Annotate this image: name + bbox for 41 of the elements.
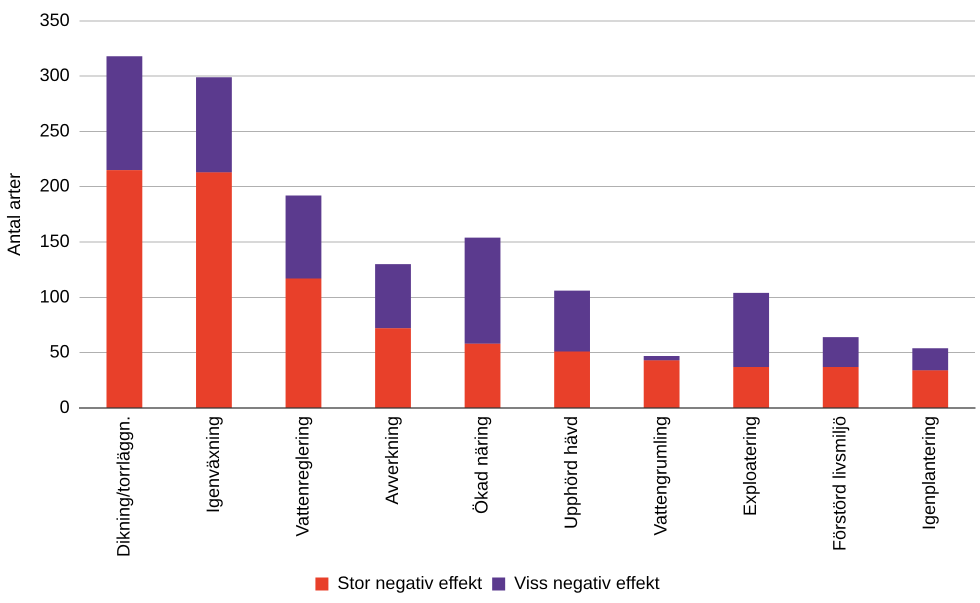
x-tick-label: Exploatering [740,416,760,516]
bar [464,238,500,344]
bar [464,344,500,408]
bar [644,360,680,408]
bar [375,264,411,328]
bar [106,56,142,170]
x-tick-label: Avverkning [382,416,402,505]
y-tick-label: 350 [40,10,70,30]
y-tick-label: 50 [50,342,70,362]
x-tick-label: Vattenreglering [292,416,312,537]
y-tick-label: 150 [40,230,70,251]
y-tick-label: 100 [40,286,70,306]
bar [822,367,859,408]
bar [554,352,590,408]
y-axis-title: Antal arter [4,172,24,256]
x-tick-label: Igenplantering [919,416,940,530]
bar [286,278,322,408]
bar [554,290,590,352]
x-tick-label: Upphörd hävd [561,416,582,530]
y-tick-label: 250 [40,120,70,140]
x-tick-label: Förstörd livsmiljö [830,416,850,551]
y-tick-label: 0 [60,396,70,417]
x-tick-label: Vattengrumling [650,416,671,536]
bar [196,77,232,172]
x-tick-label: Dikning/torrläggn. [113,416,134,558]
y-tick-label: 200 [40,176,70,196]
bar [106,170,142,408]
legend-label: Stor negativ effekt [337,572,482,593]
bar [912,370,948,408]
y-tick-label: 300 [40,65,70,86]
bar [733,292,770,367]
x-tick-label: Ökad näring [472,416,492,514]
bar [733,367,770,408]
bar [822,337,859,367]
x-tick-label: Igenväxning [202,416,223,514]
legend-label: Viss negativ effekt [514,572,660,593]
bar [375,328,411,408]
bar [644,356,680,360]
bar [286,196,322,279]
bar [912,348,948,370]
bar [196,172,232,408]
